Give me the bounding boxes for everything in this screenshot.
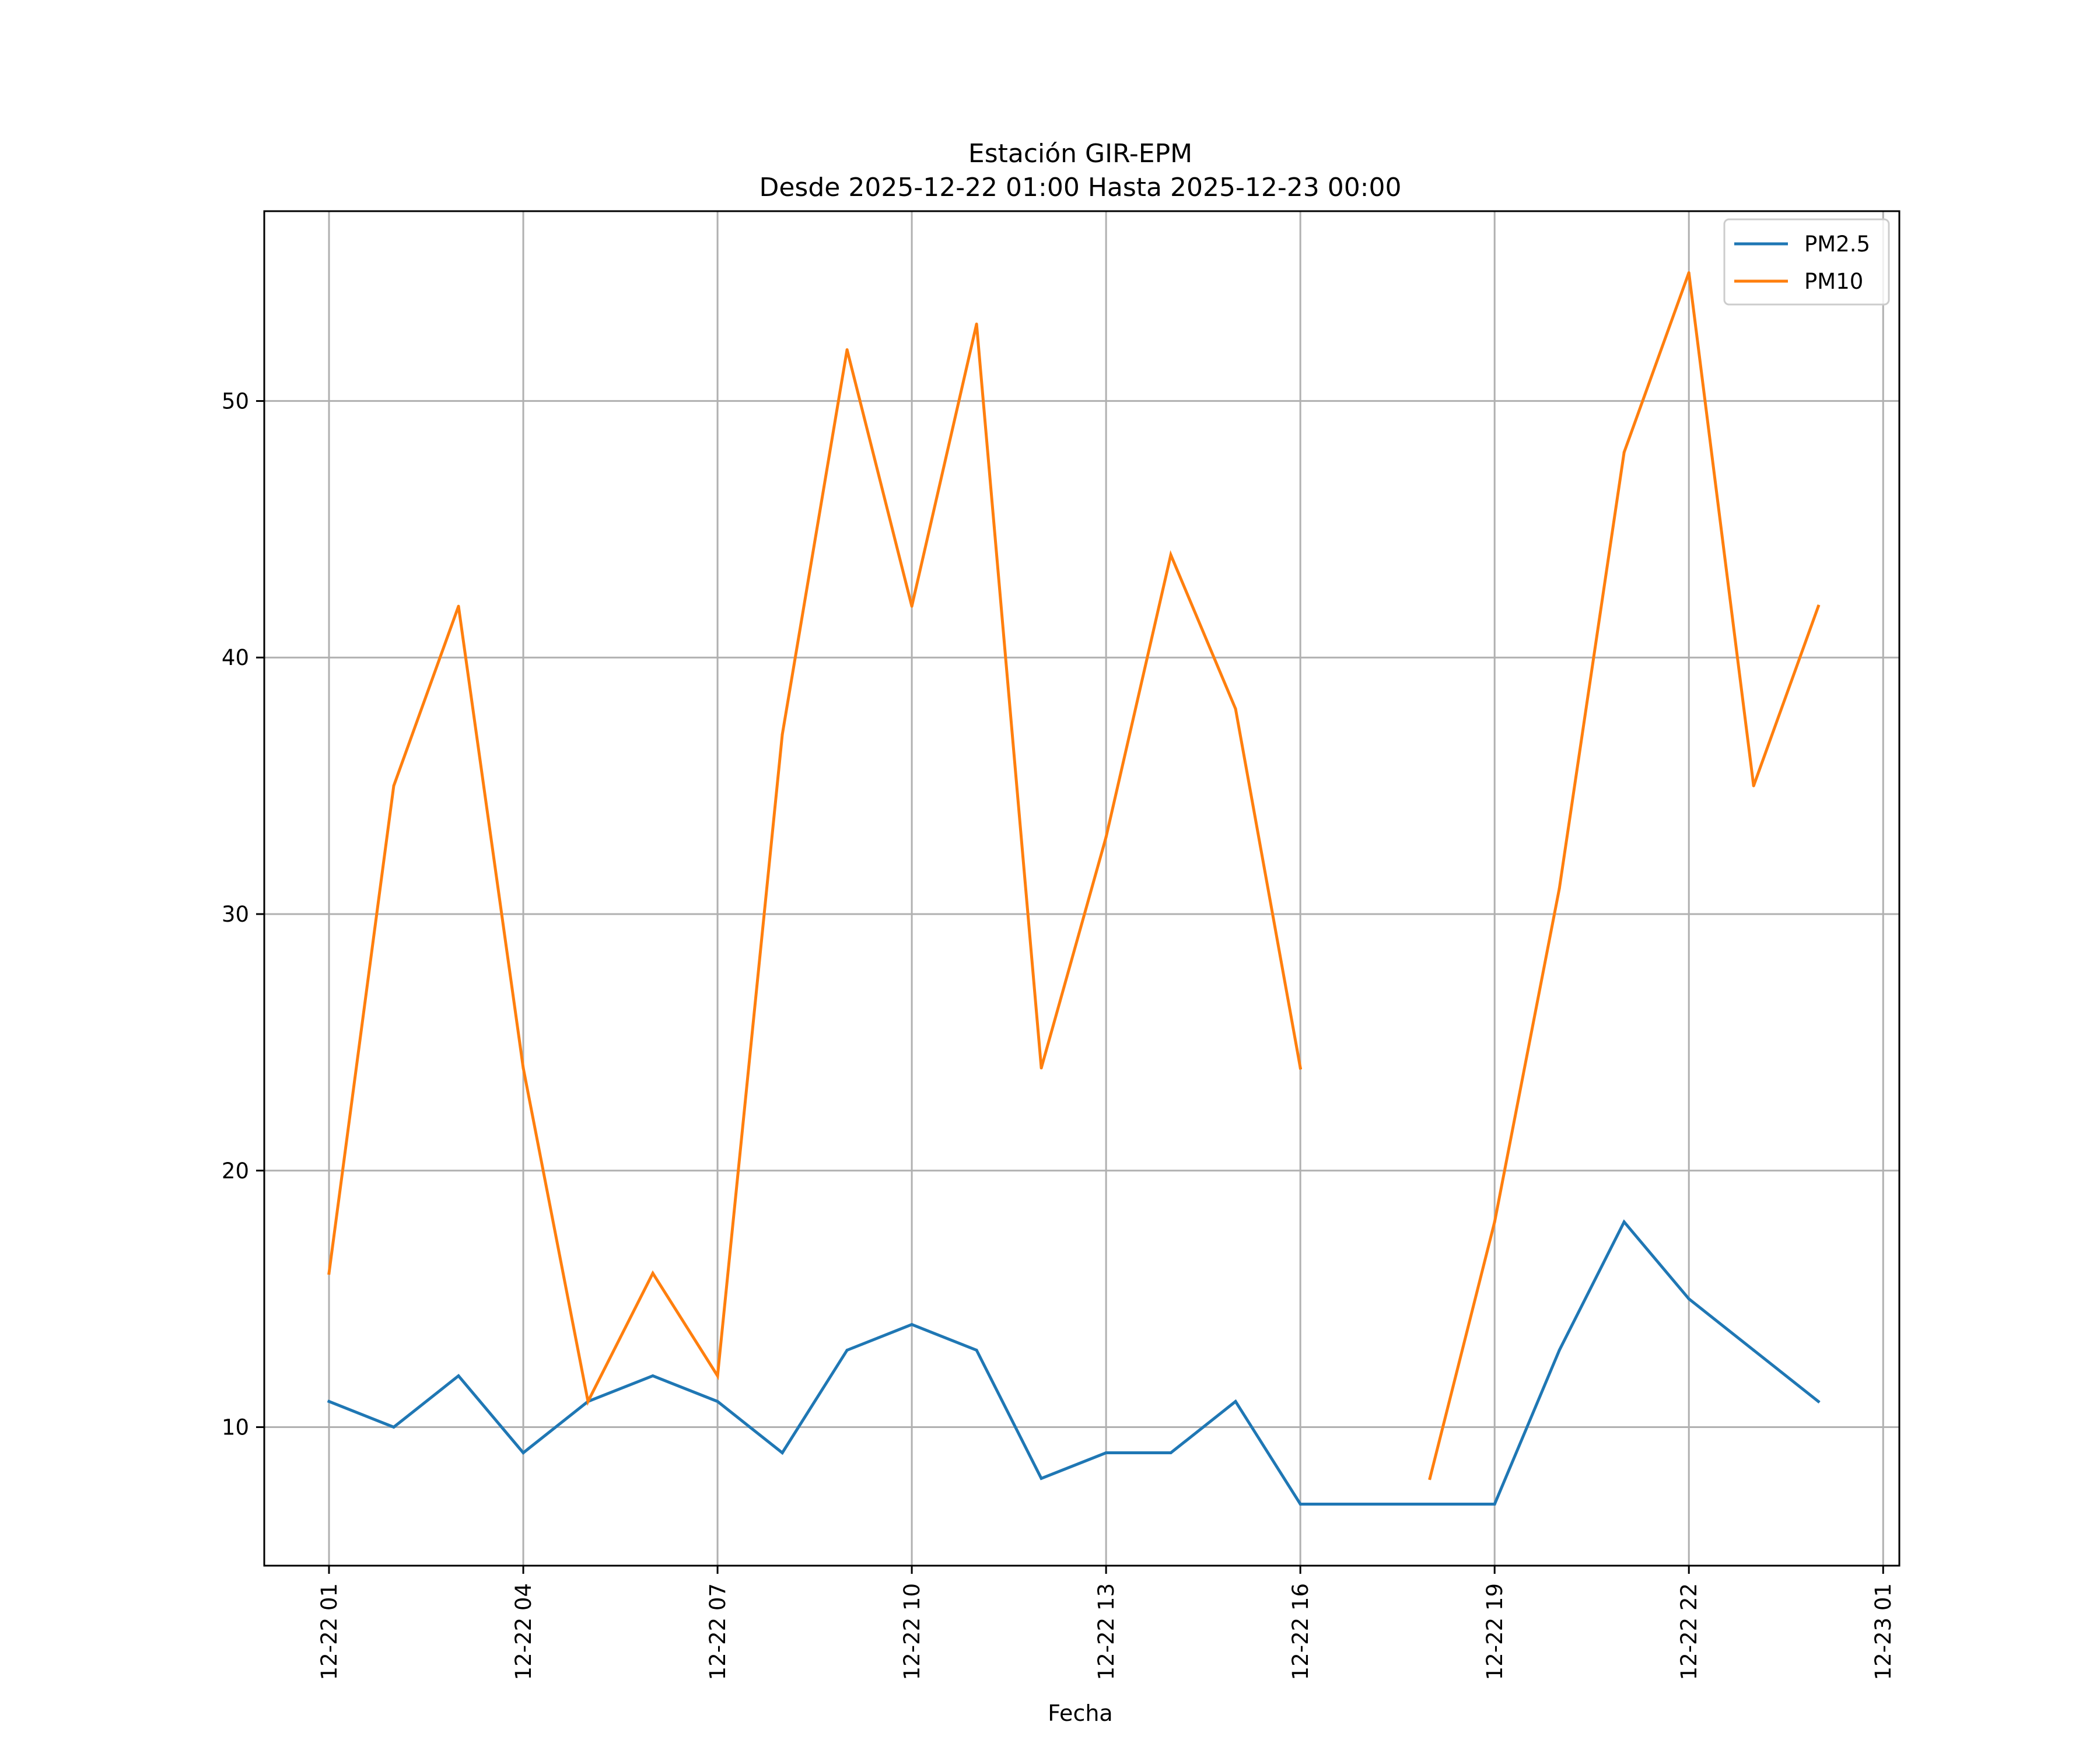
- data-point-pm25: [845, 1349, 849, 1352]
- data-point-pm10: [1493, 1220, 1496, 1224]
- data-point-pm25: [457, 1374, 460, 1378]
- data-point-pm25: [392, 1426, 396, 1429]
- data-point-pm25: [780, 1451, 784, 1454]
- y-tick-label: 30: [222, 902, 249, 927]
- data-point-pm10: [1752, 784, 1755, 788]
- data-point-pm25: [1687, 1297, 1690, 1301]
- y-axis: 10 20 30 40 50: [222, 388, 264, 1440]
- data-point-pm25: [1428, 1503, 1432, 1506]
- data-point-pm25: [327, 1400, 331, 1403]
- x-tick-label: 12-22 22: [1676, 1583, 1702, 1680]
- data-point-pm25: [975, 1349, 978, 1352]
- data-point-pm10: [586, 1400, 590, 1403]
- data-point-pm10: [1298, 1066, 1302, 1070]
- data-point-pm10: [1687, 271, 1690, 274]
- x-tick-label: 12-22 19: [1482, 1583, 1507, 1680]
- data-point-pm10: [910, 604, 914, 608]
- y-tick-label: 10: [222, 1415, 249, 1440]
- data-point-pm25: [1817, 1400, 1820, 1403]
- x-axis-label: Fecha: [1048, 1700, 1112, 1726]
- data-point-pm25: [522, 1451, 525, 1454]
- x-tick-label: 12-22 10: [900, 1583, 925, 1680]
- data-point-pm25: [1040, 1477, 1043, 1480]
- data-point-pm10: [1169, 553, 1172, 556]
- data-point-pm10: [716, 1374, 719, 1378]
- data-point-pm25: [1493, 1503, 1496, 1506]
- data-point-pm10: [1040, 1066, 1043, 1070]
- chart-subtitle: Desde 2025-12-22 01:00 Hasta 2025-12-23 …: [759, 173, 1401, 202]
- x-tick-label: 12-22 04: [511, 1583, 536, 1680]
- x-tick-label: 12-22 07: [705, 1583, 730, 1680]
- data-point-pm10: [327, 1272, 331, 1275]
- data-point-pm25: [1558, 1349, 1561, 1352]
- legend-box: [1723, 218, 1890, 306]
- data-point-pm25: [1622, 1220, 1626, 1224]
- data-point-pm25: [1104, 1451, 1108, 1454]
- x-axis: 12-22 01 12-22 04 12-22 07 12-22 10 12-22 13…: [317, 1566, 1896, 1680]
- data-point-pm10: [392, 784, 396, 788]
- data-point-pm10: [1817, 604, 1820, 608]
- legend: PM2.5 PM10: [1723, 218, 1890, 306]
- data-point-pm25: [716, 1400, 719, 1403]
- data-point-pm25: [1363, 1503, 1367, 1506]
- data-point-pm10: [1558, 887, 1561, 890]
- series-line-pm10: [327, 323, 1303, 1406]
- grid: [264, 211, 1899, 1566]
- x-tick-label: 12-23 01: [1871, 1583, 1896, 1680]
- data-point-pm10: [651, 1272, 654, 1275]
- y-tick-label: 20: [222, 1158, 249, 1184]
- data-point-pm25: [910, 1323, 914, 1326]
- chart-title: Estación GIR-EPM: [968, 139, 1192, 169]
- series-lines: [327, 271, 1821, 1506]
- data-point-pm25: [1169, 1451, 1172, 1454]
- data-point-pm10: [845, 348, 849, 351]
- data-point-pm10: [1104, 835, 1108, 839]
- y-tick-label: 40: [222, 645, 249, 670]
- data-point-pm25: [1234, 1400, 1237, 1403]
- series-line-pm25: [327, 1219, 1821, 1506]
- data-point-pm10: [1622, 450, 1626, 454]
- data-point-pm10: [1234, 707, 1237, 710]
- plot-frame: [263, 210, 1901, 1567]
- data-point-pm10: [780, 733, 784, 736]
- y-tick-label: 50: [222, 388, 249, 414]
- data-point-pm10: [522, 1066, 525, 1070]
- legend-label-pm25: PM2.5: [1804, 232, 1870, 257]
- x-tick-label: 12-22 01: [317, 1583, 342, 1680]
- legend-label-pm10: PM10: [1804, 269, 1863, 294]
- x-tick-label: 12-22 13: [1094, 1583, 1119, 1680]
- data-point-pm25: [1752, 1349, 1755, 1352]
- data-point-pm10: [1428, 1477, 1432, 1480]
- x-tick-label: 12-22 16: [1288, 1583, 1313, 1680]
- data-point-pm25: [651, 1374, 654, 1378]
- data-point-pm10: [975, 323, 978, 326]
- data-point-pm10: [457, 604, 460, 608]
- data-point-pm25: [1298, 1503, 1302, 1506]
